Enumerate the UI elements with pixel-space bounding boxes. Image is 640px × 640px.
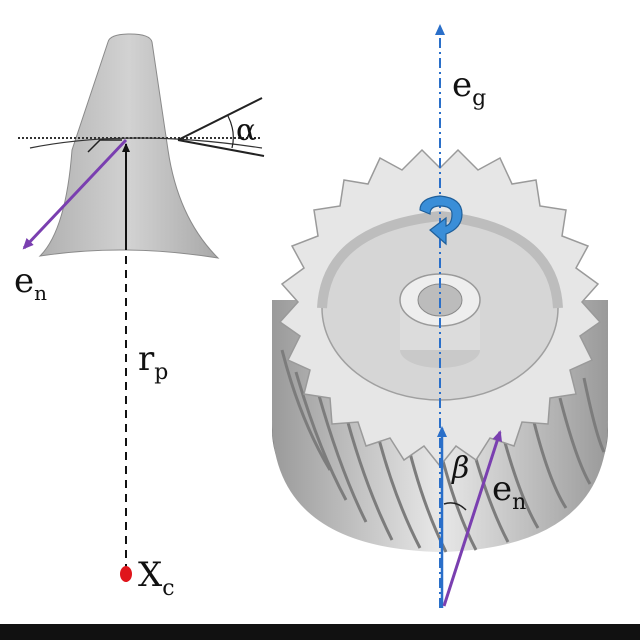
tangent-arc [29, 137, 263, 149]
e-n-right-label: en [492, 469, 526, 515]
pressure-angle-line-lower [177, 139, 265, 157]
pressure-angle-line-upper [177, 97, 263, 141]
helical-gear [272, 148, 608, 553]
bottom-border-bar [0, 624, 640, 640]
normal-vector-left [22, 138, 128, 250]
rotation-arrow-icon [419, 195, 463, 246]
web-inner-wall [317, 210, 563, 309]
gear-center-point [120, 566, 132, 582]
x-c-label: Xc [138, 555, 175, 601]
right-angle-mark [87, 139, 122, 153]
e-g-label: eg [452, 65, 486, 111]
alpha-label: α [236, 113, 256, 148]
beta-label: β [451, 451, 469, 486]
r-p-label: rp [138, 339, 168, 385]
alpha-arc [227, 115, 234, 149]
e-n-left-label: en [14, 261, 47, 305]
normal-vector-right [442, 430, 503, 607]
beta-arc [443, 502, 467, 511]
tooth-profile [18, 33, 265, 259]
